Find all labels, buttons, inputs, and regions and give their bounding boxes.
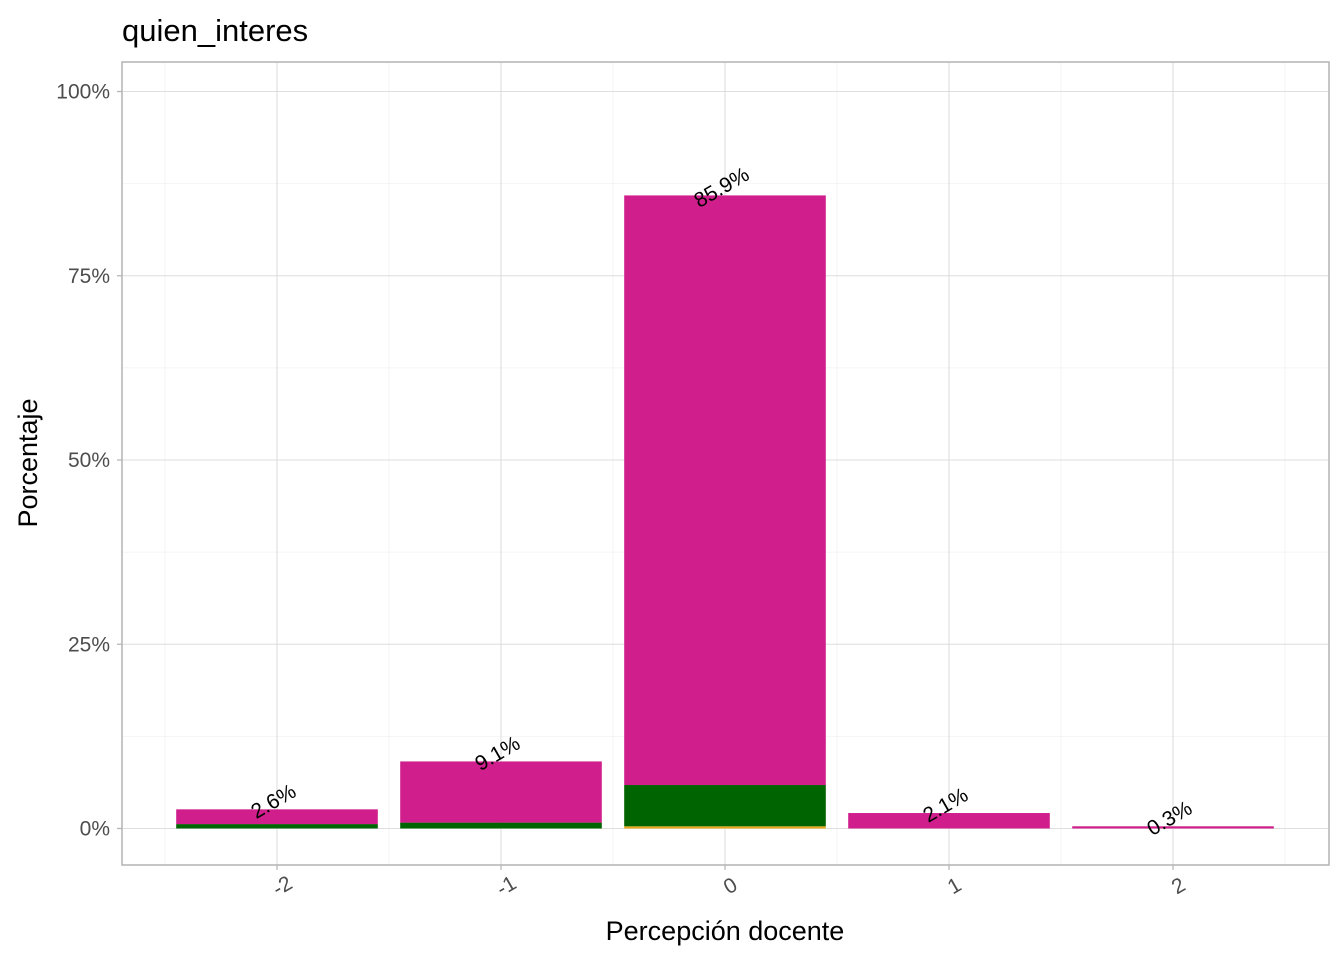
bar-segment bbox=[1072, 826, 1274, 829]
bar-segment bbox=[848, 813, 1050, 829]
bar-segment bbox=[400, 761, 602, 823]
axes: 0% 25% 50% 75% 100% -2 -1 0 1 2 bbox=[56, 81, 1189, 901]
x-tick-label: -1 bbox=[493, 872, 521, 901]
x-tick-label: 0 bbox=[720, 873, 742, 899]
x-tick-label: 2 bbox=[1168, 873, 1190, 899]
bar-segment bbox=[624, 785, 826, 827]
y-tick-label: 75% bbox=[68, 265, 110, 288]
chart-title: quien_interes bbox=[122, 13, 308, 48]
x-axis-title: Percepción docente bbox=[606, 916, 845, 946]
y-tick-label: 25% bbox=[68, 633, 110, 656]
y-tick-label: 50% bbox=[68, 449, 110, 472]
x-tick-label: -2 bbox=[269, 872, 297, 901]
y-axis-title: Porcentaje bbox=[13, 398, 43, 527]
bar-segment bbox=[400, 822, 602, 829]
y-tick-label: 100% bbox=[56, 81, 110, 104]
x-tick-label: 1 bbox=[944, 873, 966, 899]
bar-segment bbox=[176, 824, 378, 829]
bar-segment bbox=[176, 809, 378, 825]
bar-segment bbox=[624, 826, 826, 829]
data-label: 0.3% bbox=[1143, 797, 1196, 841]
bars bbox=[176, 195, 1274, 829]
panel-border bbox=[121, 61, 1330, 866]
bar-segment bbox=[624, 195, 826, 786]
y-tick-label: 0% bbox=[80, 818, 110, 841]
